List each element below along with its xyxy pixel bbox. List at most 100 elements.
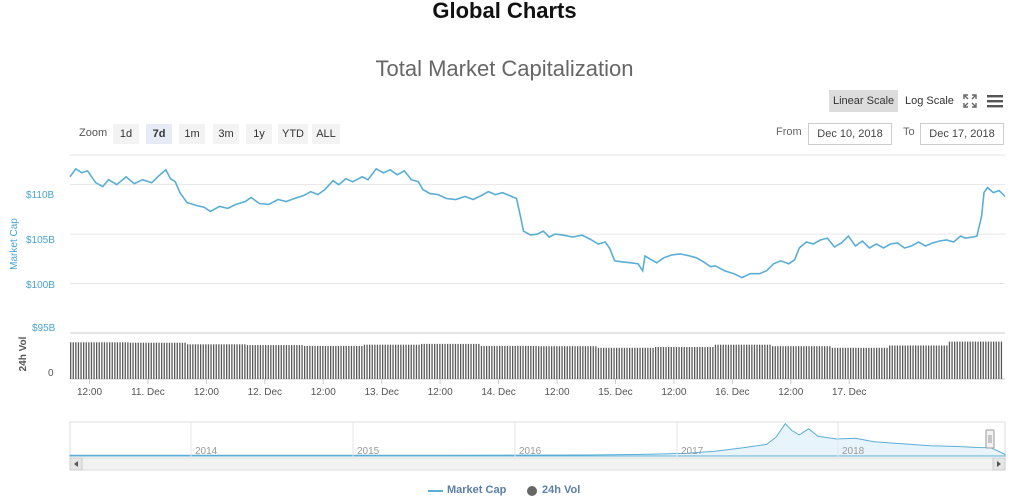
to-date-input[interactable] [920, 123, 1004, 145]
volume-bar [556, 346, 558, 379]
volume-bar [452, 343, 454, 379]
volume-bar [603, 347, 605, 379]
volume-bar [163, 342, 165, 379]
volume-bar [254, 345, 256, 379]
volume-bar [753, 344, 756, 379]
volume-bar [917, 345, 919, 379]
volume-bar [759, 344, 761, 379]
volume-bar [85, 342, 87, 379]
volume-bar [207, 344, 210, 379]
volume-bar [951, 341, 953, 379]
volume-bar [124, 342, 126, 379]
linear-scale-button[interactable]: Linear Scale [829, 90, 899, 112]
volume-bar [106, 342, 108, 379]
volume-bar [584, 346, 587, 379]
volume-bar [545, 346, 548, 379]
volume-bar [647, 347, 649, 379]
volume-bar [483, 345, 485, 379]
zoom-3m-button[interactable]: 3m [213, 124, 239, 144]
volume-bar [928, 345, 930, 379]
navigator-scrollbar[interactable] [69, 457, 1006, 471]
volume-bar [174, 342, 176, 379]
volume-bar [787, 346, 789, 379]
volume-bar [811, 346, 813, 379]
navigator-handle[interactable] [985, 429, 995, 449]
zoom-ytd-button[interactable]: YTD [278, 124, 308, 144]
from-date-input[interactable] [808, 123, 892, 145]
volume-bar [239, 344, 241, 379]
volume-bar [800, 346, 802, 379]
volume-bar [1000, 341, 1003, 379]
volume-bar [597, 347, 600, 379]
volume-bar [431, 343, 433, 379]
volume-bar [132, 342, 134, 379]
volume-bar [714, 344, 717, 379]
volume-bar [436, 343, 438, 379]
volume-bar [137, 342, 139, 379]
volume-bar [782, 346, 784, 379]
zoom-all-button[interactable]: ALL [312, 124, 340, 144]
volume-bar [821, 346, 823, 379]
volume-bar [220, 344, 223, 379]
legend-item-volume[interactable] [527, 486, 537, 496]
volume-bar [332, 345, 334, 379]
volume-bar [587, 346, 589, 379]
volume-bar [114, 342, 116, 379]
volume-bar [387, 344, 389, 379]
volume-bar [319, 345, 321, 379]
volume-bar [231, 344, 233, 379]
x-tick-label: 12. Dec [248, 387, 282, 398]
volume-bar [941, 345, 943, 379]
volume-bar [408, 344, 410, 379]
volume-bar [935, 345, 938, 379]
volume-bar [525, 345, 527, 379]
zoom-1y-button[interactable]: 1y [246, 124, 272, 144]
zoom-7d-button[interactable]: 7d [146, 124, 172, 144]
expand-icon[interactable] [963, 94, 977, 108]
volume-bar [493, 345, 496, 379]
navigator[interactable]: 2014 2015 2016 2017 2018 [69, 421, 1006, 459]
volume-bar [616, 347, 618, 379]
volume-bar [366, 344, 368, 379]
volume-bar [566, 346, 568, 379]
volume-zero-label: 0 [48, 368, 54, 379]
volume-bar [813, 346, 815, 379]
volume-bar [343, 345, 345, 379]
volume-bar [376, 344, 379, 379]
volume-bar [467, 343, 470, 379]
volume-bar [415, 344, 418, 379]
volume-bar [298, 345, 301, 379]
volume-bar [517, 345, 519, 379]
volume-bar [285, 345, 288, 379]
y-tick-label: $95B [32, 323, 56, 334]
volume-bar [740, 344, 743, 379]
navigator-year-label: 2015 [357, 446, 380, 457]
volume-bar [194, 344, 197, 379]
volume-bar [961, 341, 964, 379]
volume-bar [379, 344, 381, 379]
volume-bar [990, 341, 992, 379]
zoom-1m-button[interactable]: 1m [179, 124, 205, 144]
legend-label-volume[interactable]: 24h Vol [542, 484, 581, 496]
hamburger-menu-icon[interactable] [987, 95, 1003, 108]
volume-bar [883, 347, 886, 379]
zoom-1d-button[interactable]: 1d [113, 124, 139, 144]
volume-bar [933, 345, 935, 379]
x-tick-label: 16. Dec [715, 387, 749, 398]
volume-bar [496, 345, 498, 379]
volume-bar [519, 345, 522, 379]
volume-bar [488, 345, 490, 379]
chart-title: Total Market Capitalization [375, 56, 634, 81]
volume-bar [540, 346, 542, 379]
volume-bar [423, 343, 425, 379]
volume-bar [899, 345, 901, 379]
volume-bar [644, 347, 646, 379]
volume-bar [161, 342, 163, 379]
volume-bar [733, 344, 735, 379]
log-scale-button[interactable]: Log Scale [905, 95, 954, 107]
volume-bar [696, 347, 698, 379]
volume-bar [977, 341, 979, 379]
volume-bar [881, 347, 883, 379]
legend-label-market-cap[interactable]: Market Cap [447, 484, 507, 496]
volume-bar [704, 347, 706, 379]
